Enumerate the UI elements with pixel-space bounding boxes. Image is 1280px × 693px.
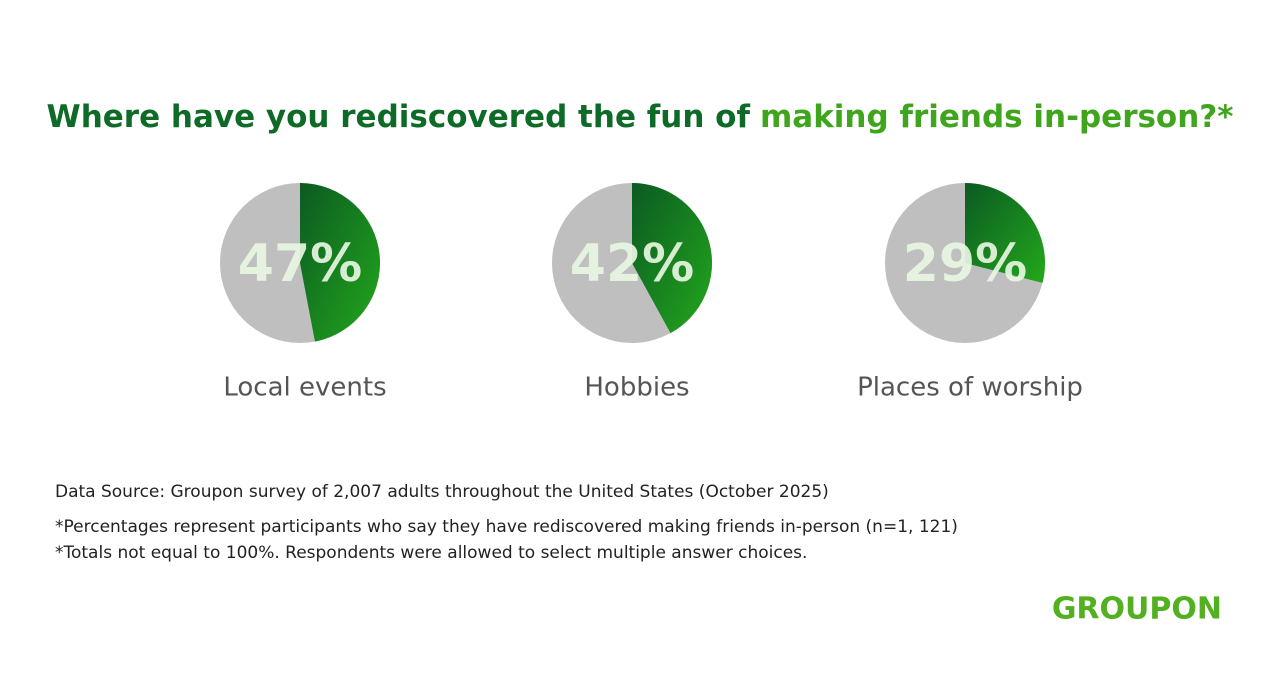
value-label: 42% bbox=[570, 234, 694, 294]
logo: GROUPON bbox=[1052, 592, 1222, 627]
category-label: Local events bbox=[223, 373, 386, 403]
value-label: 47% bbox=[238, 234, 362, 294]
title-part: making friends in-person?* bbox=[760, 99, 1234, 135]
note: *Totals not equal to 100%. Respondents w… bbox=[55, 543, 807, 563]
category-label: Hobbies bbox=[584, 373, 689, 403]
value-label: 29% bbox=[903, 234, 1027, 294]
pie-slice bbox=[632, 183, 712, 334]
note: *Percentages represent participants who … bbox=[55, 517, 958, 537]
title-part: Where have you rediscovered the fun of bbox=[47, 99, 751, 135]
title: Where have you rediscovered the fun of ma… bbox=[47, 99, 1234, 135]
category-label: Places of worship bbox=[857, 373, 1083, 403]
note: Data Source: Groupon survey of 2,007 adu… bbox=[55, 482, 829, 502]
pie-slice bbox=[300, 183, 381, 342]
pie-slice bbox=[965, 183, 1045, 283]
